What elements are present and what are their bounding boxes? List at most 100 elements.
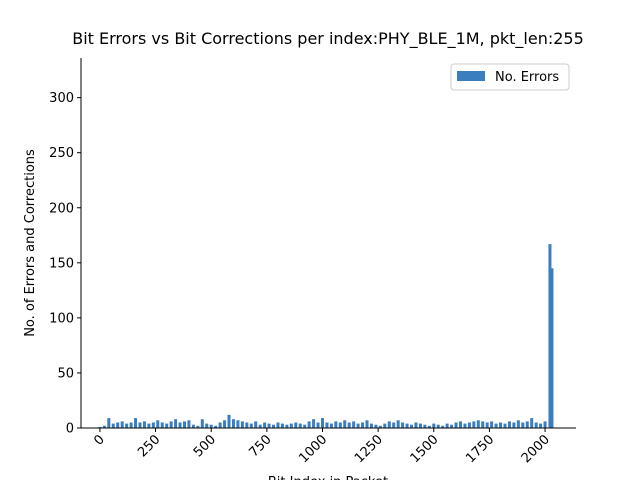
bar — [410, 424, 414, 428]
bar — [356, 423, 360, 428]
bar — [209, 424, 213, 428]
bar — [236, 420, 240, 428]
bar — [490, 421, 494, 428]
y-tick-label: 0 — [66, 422, 74, 437]
bar — [369, 423, 373, 428]
bar — [499, 422, 503, 428]
bar — [521, 422, 525, 428]
bar — [543, 421, 547, 428]
bar — [160, 422, 164, 428]
bar — [361, 422, 365, 428]
y-axis-label: No. of Errors and Corrections — [23, 149, 38, 337]
bar — [178, 422, 182, 428]
bar — [450, 424, 454, 428]
bar — [138, 422, 142, 428]
bar — [343, 420, 347, 428]
bar — [125, 423, 129, 428]
bar — [187, 420, 191, 428]
bar — [200, 419, 204, 428]
y-tick-label: 250 — [49, 146, 74, 161]
bar — [445, 423, 449, 428]
x-tick-label: 500 — [191, 432, 219, 460]
legend-label: No. Errors — [495, 70, 559, 85]
bar — [263, 422, 267, 428]
bar — [258, 424, 262, 428]
bar — [476, 420, 480, 428]
bar — [272, 424, 276, 428]
bar — [423, 424, 427, 428]
bar — [481, 421, 485, 428]
bar — [392, 422, 396, 428]
bar — [530, 418, 534, 428]
bar — [378, 425, 382, 428]
bar — [414, 422, 418, 428]
bar — [374, 424, 378, 428]
y-tick-label: 200 — [49, 201, 74, 216]
bar — [387, 421, 391, 428]
bar — [320, 418, 324, 428]
bar — [254, 421, 258, 428]
bar — [231, 419, 235, 428]
bar — [298, 423, 302, 428]
bar — [512, 422, 516, 428]
chart-title: Bit Errors vs Bit Corrections per index:… — [72, 29, 584, 49]
x-tick-label: 750 — [247, 432, 275, 460]
bar — [516, 420, 520, 428]
bar — [156, 420, 160, 428]
bar — [151, 422, 155, 428]
x-tick-label: 250 — [135, 432, 163, 460]
bar — [102, 425, 106, 428]
bar — [294, 422, 298, 428]
bar — [245, 422, 249, 428]
bar — [214, 425, 218, 428]
legend-swatch — [457, 71, 485, 81]
bar — [276, 422, 280, 428]
bar — [463, 423, 467, 428]
bar — [401, 422, 405, 428]
bar — [441, 425, 445, 428]
bar — [494, 423, 498, 428]
bar — [240, 421, 244, 428]
bar — [548, 244, 552, 428]
bar — [129, 422, 133, 428]
x-axis-label: Bit Index in Packet — [268, 475, 388, 480]
bar — [507, 421, 511, 428]
bar — [365, 420, 369, 428]
y-tick-label: 150 — [49, 256, 74, 271]
bar — [472, 421, 476, 428]
bar — [169, 421, 173, 428]
bar — [196, 425, 200, 428]
bar — [303, 424, 307, 428]
bar — [485, 422, 489, 428]
bar — [218, 422, 222, 428]
bar — [436, 424, 440, 428]
bar — [191, 424, 195, 428]
bar — [347, 422, 351, 428]
bar — [427, 425, 431, 428]
bar — [432, 423, 436, 428]
bar — [352, 421, 356, 428]
bar — [467, 422, 471, 428]
bar — [285, 424, 289, 428]
y-tick-label: 50 — [57, 366, 74, 381]
bar — [539, 423, 543, 428]
bar — [249, 423, 253, 428]
bar — [205, 423, 209, 428]
legend-box — [450, 63, 570, 91]
bar — [223, 420, 227, 428]
bar — [98, 426, 102, 428]
bar — [107, 418, 111, 428]
bar — [525, 421, 529, 428]
bar — [142, 421, 146, 428]
x-tick-label: 1000 — [296, 432, 330, 466]
bar — [418, 423, 422, 428]
x-tick-label: 0 — [91, 432, 107, 448]
bar — [227, 414, 231, 428]
bar — [325, 422, 329, 428]
bar — [267, 423, 271, 428]
bar — [338, 422, 342, 428]
y-tick-label: 300 — [49, 91, 74, 106]
x-tick-label: 1750 — [463, 432, 497, 466]
bar — [147, 423, 151, 428]
